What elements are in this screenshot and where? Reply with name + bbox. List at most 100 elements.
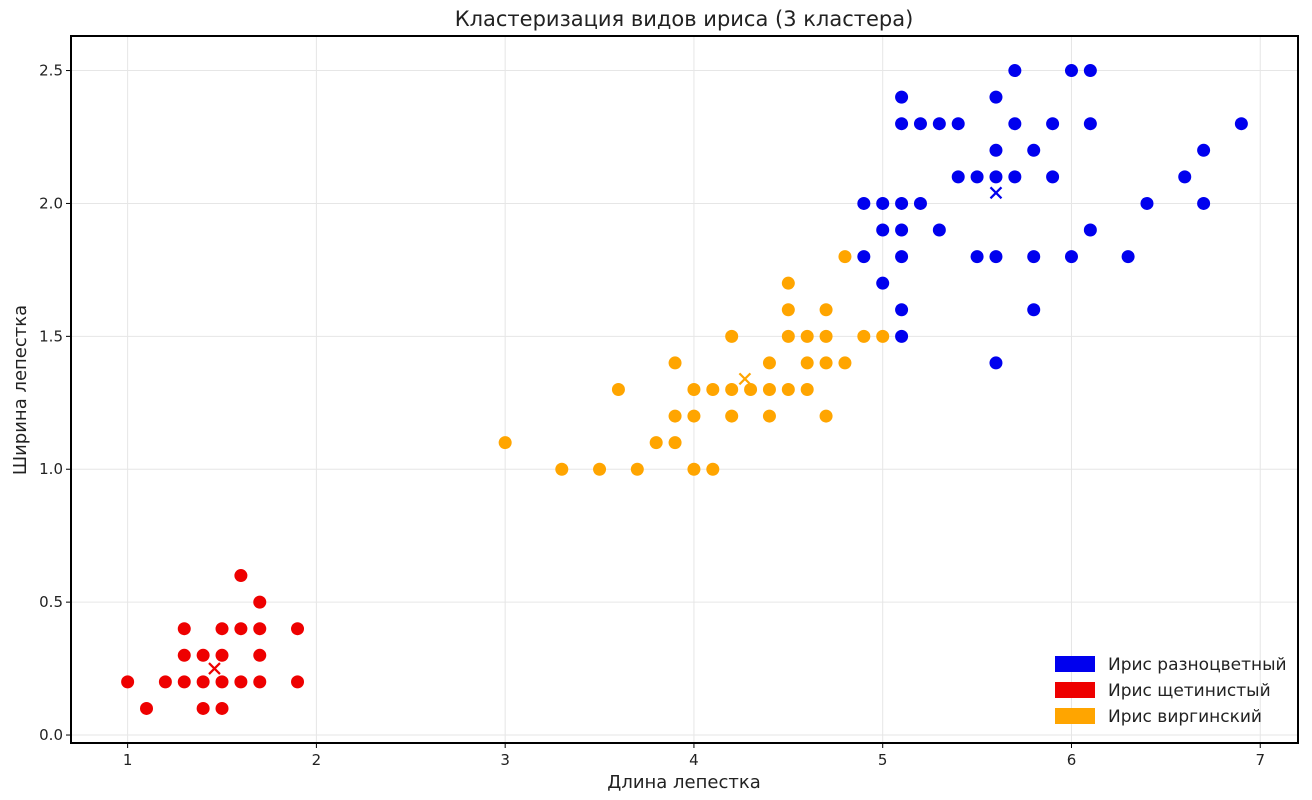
x-tick-label: 2 (312, 751, 322, 769)
data-point-virginica (725, 409, 739, 423)
data-point-virginica (687, 462, 701, 476)
x-tick-label: 6 (1067, 751, 1077, 769)
data-point-virginica (876, 329, 890, 343)
data-point-virginica (838, 250, 852, 264)
legend-swatch-virginica (1055, 708, 1095, 724)
data-point-setosa (196, 675, 210, 689)
data-point-virginica (555, 462, 569, 476)
data-point-versicolor (895, 90, 909, 104)
chart-title: Кластеризация видов ириса (3 кластера) (455, 7, 914, 31)
data-point-versicolor (951, 117, 965, 131)
data-point-setosa (215, 675, 229, 689)
data-point-setosa (196, 648, 210, 662)
data-point-virginica (762, 409, 776, 423)
data-point-versicolor (876, 196, 890, 210)
data-point-versicolor (895, 117, 909, 131)
data-point-versicolor (989, 250, 1003, 264)
data-point-versicolor (970, 170, 984, 184)
data-point-versicolor (989, 170, 1003, 184)
data-point-virginica (762, 356, 776, 370)
centroid-marker-versicolor (989, 186, 1003, 200)
data-point-versicolor (1027, 143, 1041, 157)
y-tick-label: 0.5 (39, 593, 63, 611)
data-point-setosa (177, 675, 191, 689)
data-point-setosa (140, 701, 154, 715)
data-point-virginica (762, 383, 776, 396)
centroid-marker-virginica (738, 372, 752, 386)
data-point-virginica (687, 409, 701, 423)
x-tick-label: 3 (500, 751, 510, 769)
data-point-versicolor (1008, 117, 1022, 131)
data-point-versicolor (932, 117, 946, 131)
data-point-setosa (196, 701, 210, 715)
data-point-virginica (687, 383, 701, 396)
legend: Ирис разноцветный Ирис щетинистый Ирис в… (1055, 655, 1287, 727)
legend-label-setosa: Ирис щетинистый (1108, 681, 1271, 701)
data-point-setosa (253, 648, 267, 662)
data-point-versicolor (1008, 170, 1022, 184)
data-point-virginica (744, 383, 758, 396)
data-point-setosa (291, 675, 305, 689)
y-axis-title: Ширина лепестка (10, 305, 31, 475)
legend-label-versicolor: Ирис разноцветный (1108, 655, 1287, 675)
axis-ticks: 1 2 3 4 5 6 7 0.0 0.5 1.0 1.5 2.0 2.5 (39, 62, 1265, 769)
data-point-virginica (800, 329, 814, 343)
data-point-virginica (668, 356, 682, 370)
data-point-virginica (800, 383, 814, 396)
data-points (121, 64, 1248, 715)
data-point-setosa (158, 675, 172, 689)
plot-frame (70, 35, 1299, 744)
data-point-virginica (838, 356, 852, 370)
data-point-versicolor (1046, 170, 1060, 184)
data-point-virginica (725, 329, 739, 343)
data-point-versicolor (989, 90, 1003, 104)
legend-label-virginica: Ирис виргинский (1108, 707, 1262, 727)
data-point-virginica (781, 303, 795, 317)
data-point-versicolor (857, 250, 871, 264)
data-point-setosa (215, 648, 229, 662)
data-point-versicolor (1121, 250, 1135, 264)
data-point-versicolor (970, 250, 984, 264)
x-axis-title: Длина лепестка (607, 772, 761, 793)
centroid-marker-setosa (208, 662, 221, 675)
data-point-versicolor (876, 276, 890, 290)
y-tick-label: 2.0 (39, 194, 63, 212)
data-point-versicolor (913, 196, 927, 210)
data-point-virginica (593, 462, 607, 476)
data-point-versicolor (895, 329, 909, 343)
data-point-setosa (253, 622, 267, 636)
data-point-setosa (291, 622, 305, 636)
data-point-virginica (668, 409, 682, 423)
data-point-versicolor (1008, 64, 1022, 78)
y-tick-label: 0.0 (39, 726, 63, 744)
data-point-setosa (253, 675, 267, 689)
data-point-setosa (177, 648, 191, 662)
x-tick-label: 5 (878, 751, 888, 769)
data-point-virginica (706, 462, 720, 476)
data-point-versicolor (895, 196, 909, 210)
data-point-versicolor (989, 143, 1003, 157)
data-point-versicolor (1064, 64, 1078, 78)
y-tick-label: 2.5 (39, 62, 63, 80)
data-point-setosa (234, 622, 248, 636)
data-point-virginica (630, 462, 644, 476)
data-point-virginica (725, 383, 739, 396)
data-point-versicolor (1027, 250, 1041, 264)
data-point-versicolor (1064, 250, 1078, 264)
data-point-versicolor (932, 223, 946, 237)
data-point-versicolor (1083, 223, 1097, 237)
data-point-setosa (121, 675, 135, 689)
data-point-versicolor (951, 170, 965, 184)
data-point-setosa (253, 595, 267, 609)
x-tick-label: 7 (1255, 751, 1265, 769)
data-point-virginica (498, 436, 512, 450)
data-point-virginica (781, 329, 795, 343)
y-tick-label: 1.5 (39, 327, 63, 345)
data-point-virginica (668, 436, 682, 450)
data-point-versicolor (1234, 117, 1248, 131)
data-point-versicolor (857, 196, 871, 210)
data-point-virginica (649, 436, 663, 450)
data-point-setosa (177, 622, 191, 636)
data-point-virginica (819, 329, 833, 343)
